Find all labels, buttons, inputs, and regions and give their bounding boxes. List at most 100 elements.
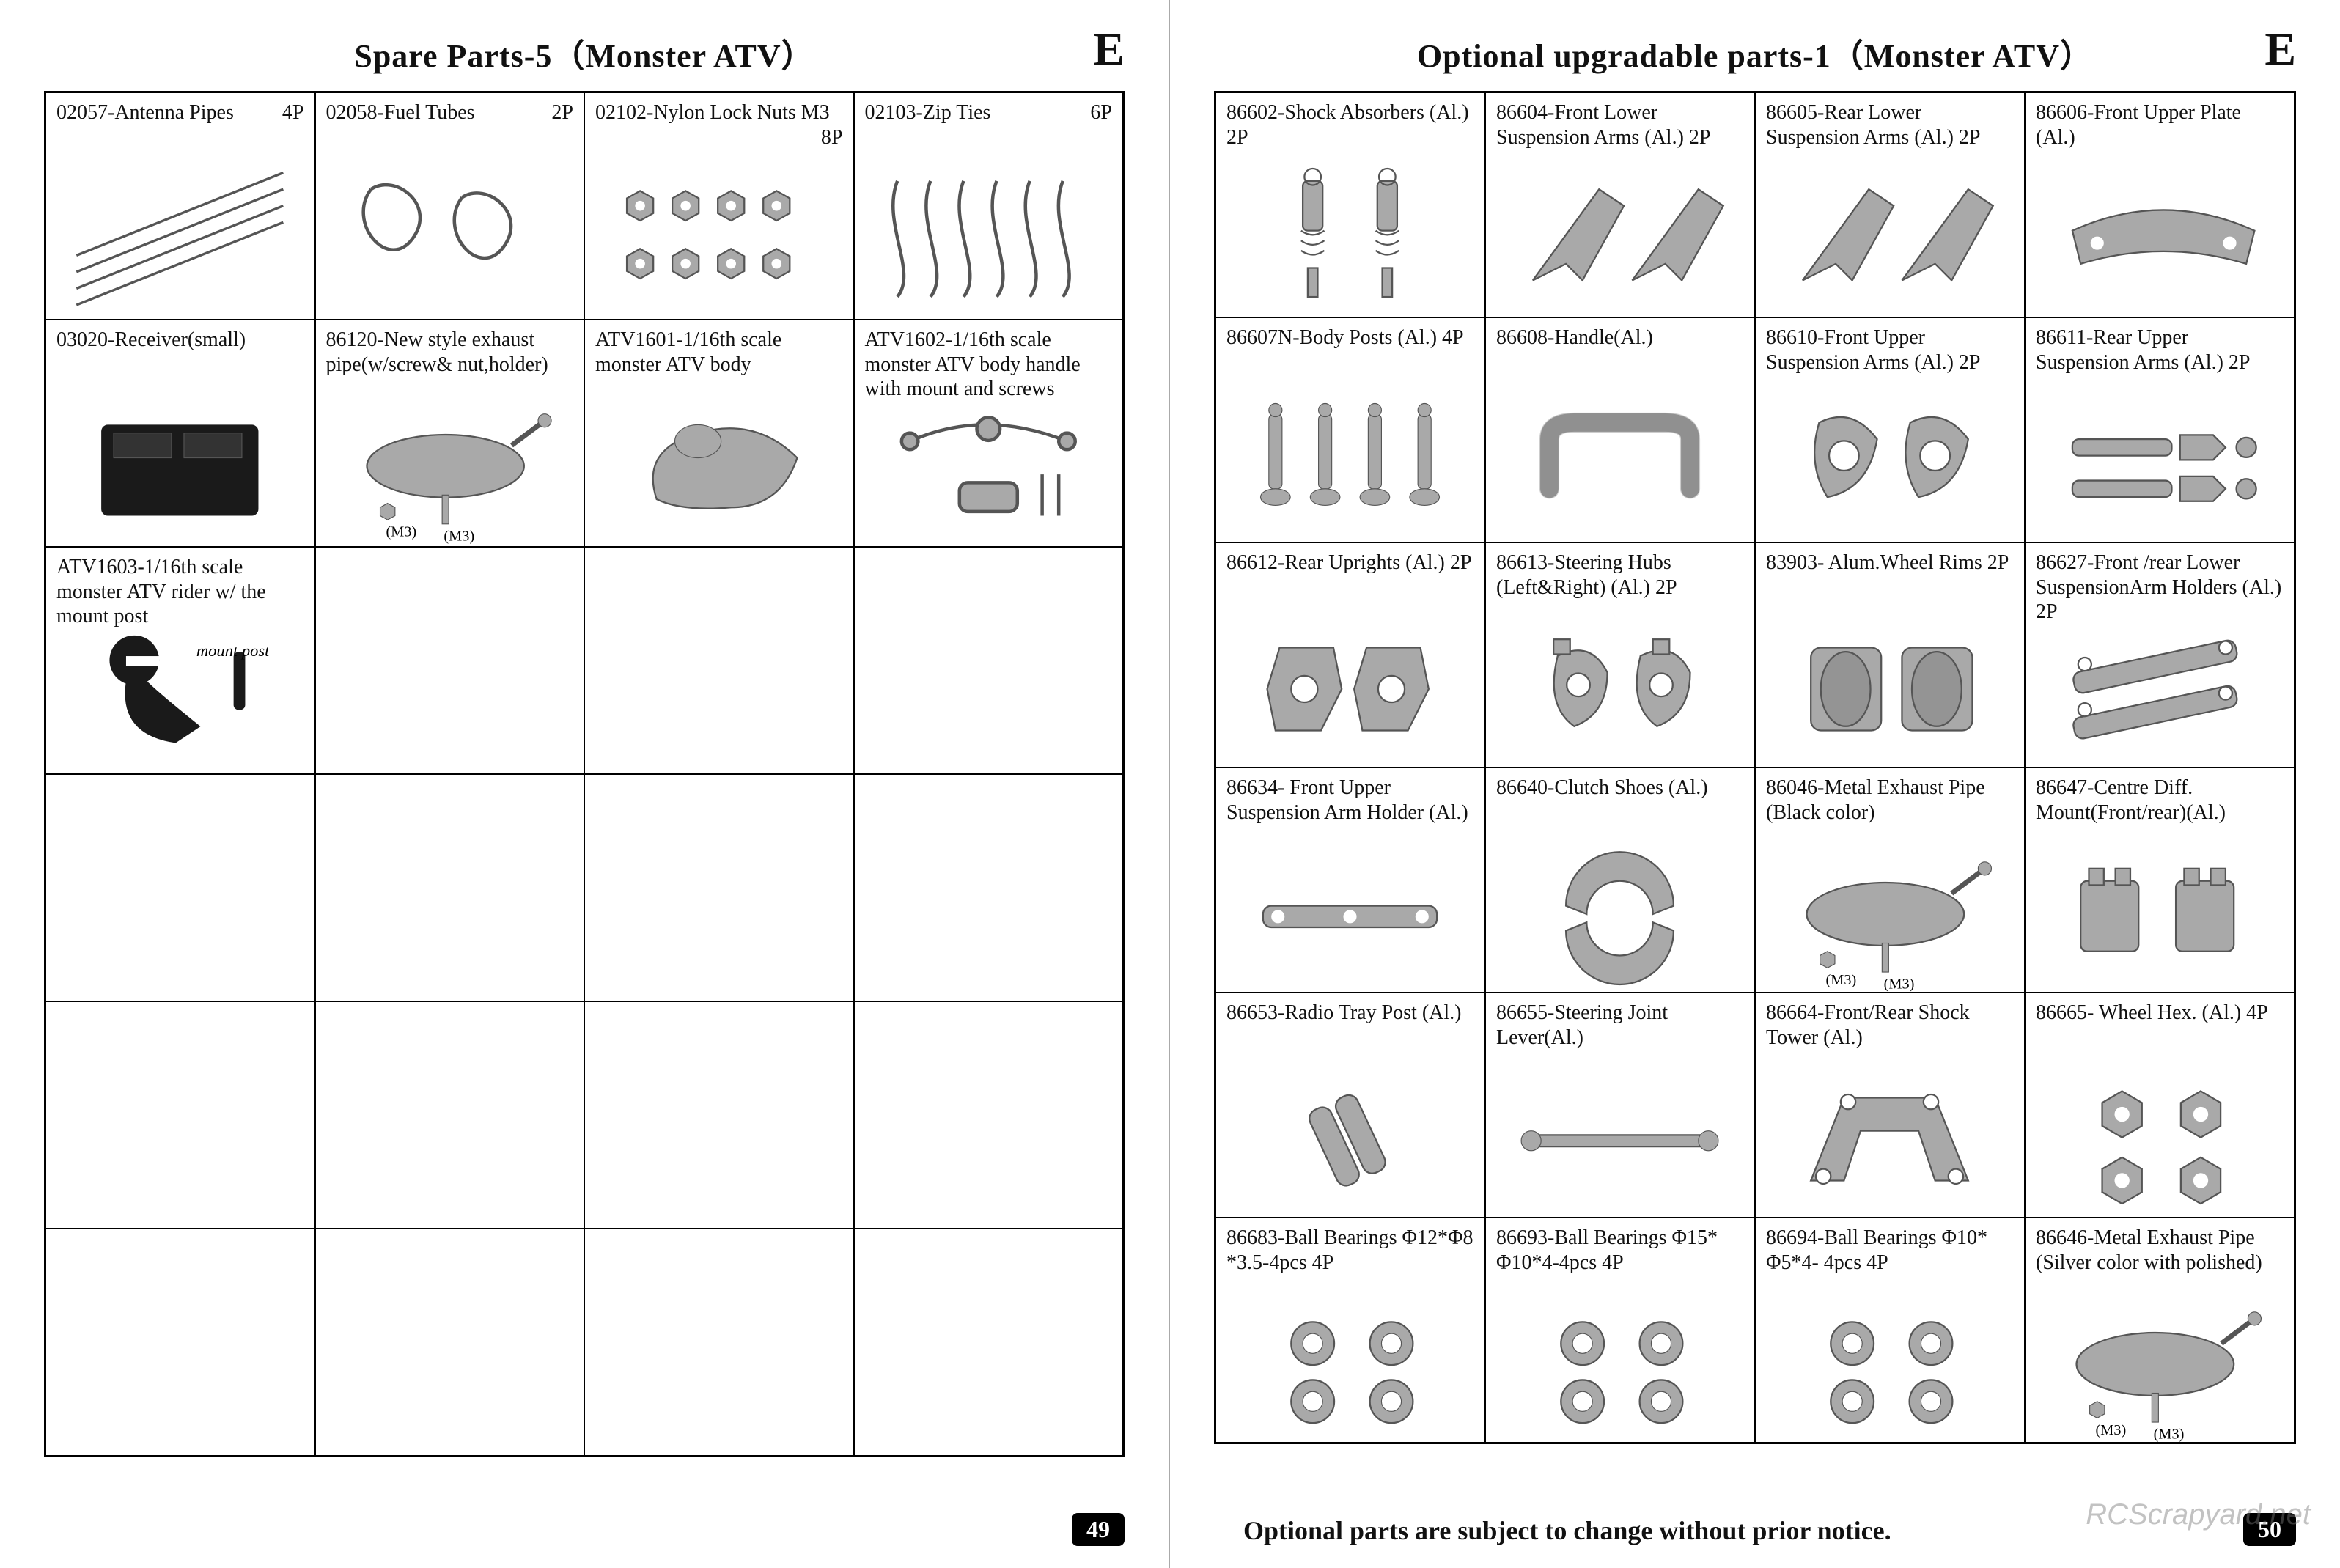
part-label: 86653-Radio Tray Post (Al.) bbox=[1226, 1001, 1474, 1052]
part-cell bbox=[854, 1229, 1124, 1456]
part-label bbox=[56, 1237, 304, 1288]
part-label bbox=[865, 782, 1113, 833]
blank-icon bbox=[338, 1292, 562, 1456]
page-title-right: Optional upgradable parts-1（Monster ATV） bbox=[1417, 29, 2093, 76]
part-cell bbox=[584, 547, 854, 774]
uprights-icon bbox=[1238, 606, 1462, 768]
nuts8-icon bbox=[607, 156, 831, 320]
part-image bbox=[1766, 377, 2014, 542]
part-label: 83903- Alum.Wheel Rims 2P bbox=[1766, 551, 2014, 602]
page-spread: Spare Parts-5（Monster ATV） E 02057-Anten… bbox=[0, 0, 2340, 1568]
part-image: mount post bbox=[56, 606, 304, 774]
part-cell bbox=[315, 774, 585, 1001]
part-label: 86602-Shock Absorbers (Al.) 2P bbox=[1226, 100, 1474, 152]
part-label: 86610-Front Upper Suspension Arms (Al.) … bbox=[1766, 325, 2014, 377]
part-label: 86605-Rear Lower Suspension Arms (Al.) 2… bbox=[1766, 100, 2014, 152]
part-cell: 86120-New style exhaust pipe(w/screw& nu… bbox=[315, 320, 585, 547]
bearings-icon bbox=[1238, 1281, 1462, 1443]
part-cell: 86647-Centre Diff. Mount(Front/rear)(Al.… bbox=[2025, 768, 2295, 993]
part-label: 02102-Nylon Lock Nuts M38P bbox=[595, 100, 843, 152]
rims-icon bbox=[1778, 606, 2001, 768]
blank-icon bbox=[877, 838, 1100, 1001]
part-label bbox=[865, 555, 1113, 606]
part-cell: 86046-Metal Exhaust Pipe (Black color) (… bbox=[1755, 768, 2025, 993]
part-image bbox=[2036, 377, 2284, 542]
part-label: 86683-Ball Bearings Φ12*Φ8 *3.5-4pcs 4P bbox=[1226, 1226, 1474, 1277]
hex4-icon bbox=[2048, 1056, 2271, 1218]
clutch-icon bbox=[1508, 831, 1732, 993]
part-cell bbox=[584, 1229, 854, 1456]
part-cell: 02057-Antenna Pipes4P bbox=[45, 92, 315, 320]
bearings-icon bbox=[1508, 1281, 1732, 1443]
part-cell: 86664-Front/Rear Shock Tower (Al.) bbox=[1755, 993, 2025, 1218]
part-image bbox=[326, 833, 574, 1001]
part-cell: 86613-Steering Hubs (Left&Right) (Al.) 2… bbox=[1485, 542, 1755, 768]
svg-text:mount post: mount post bbox=[196, 641, 270, 660]
part-image bbox=[1226, 152, 1474, 317]
part-image bbox=[865, 833, 1113, 1001]
page-title-left: Spare Parts-5（Monster ATV） bbox=[354, 29, 814, 76]
part-image bbox=[1766, 1052, 2014, 1218]
part-label: 86664-Front/Rear Shock Tower (Al.) bbox=[1766, 1001, 2014, 1052]
part-label: 86608-Handle(Al.) bbox=[1496, 325, 1744, 377]
blank-icon bbox=[338, 611, 562, 774]
part-label bbox=[326, 1237, 574, 1288]
blank-icon bbox=[68, 838, 292, 1001]
part-cell: 83903- Alum.Wheel Rims 2P bbox=[1755, 542, 2025, 768]
part-label: 02103-Zip Ties6P bbox=[865, 100, 1113, 152]
part-image bbox=[326, 1288, 574, 1456]
blank-icon bbox=[877, 611, 1100, 774]
part-cell: 86608-Handle(Al.) bbox=[1485, 317, 1755, 542]
part-cell: 86655-Steering Joint Lever(Al.) bbox=[1485, 993, 1755, 1218]
blank-icon bbox=[68, 1065, 292, 1229]
svg-text:(M3): (M3) bbox=[444, 528, 474, 544]
hubs-icon bbox=[1508, 606, 1732, 768]
lines-icon bbox=[68, 156, 292, 320]
parts-grid-right: 86602-Shock Absorbers (Al.) 2P 86604-Fro… bbox=[1214, 91, 2296, 1444]
part-image bbox=[1766, 152, 2014, 317]
alhandle-icon bbox=[1508, 381, 1732, 542]
part-label: 03020-Receiver(small) bbox=[56, 328, 304, 379]
lever-icon bbox=[1508, 1056, 1732, 1218]
part-image bbox=[2036, 152, 2284, 317]
shocks-icon bbox=[1238, 156, 1462, 317]
part-label: 86120-New style exhaust pipe(w/screw& nu… bbox=[326, 328, 574, 379]
svg-text:(M3): (M3) bbox=[386, 524, 416, 540]
page-number-left: 49 bbox=[1072, 1513, 1125, 1546]
part-label: ATV1603-1/16th scale monster ATV rider w… bbox=[56, 555, 304, 606]
plate-icon bbox=[2048, 156, 2271, 317]
part-cell: 86606-Front Upper Plate (Al.) bbox=[2025, 92, 2295, 317]
part-cell: 86604-Front Lower Suspension Arms (Al.) … bbox=[1485, 92, 1755, 317]
part-image bbox=[56, 1288, 304, 1456]
part-label: 86613-Steering Hubs (Left&Right) (Al.) 2… bbox=[1496, 551, 1744, 602]
bearings-icon bbox=[1778, 1281, 2001, 1443]
arms-icon bbox=[1778, 156, 2001, 317]
part-cell: 86653-Radio Tray Post (Al.) bbox=[1215, 993, 1485, 1218]
part-label: 86655-Steering Joint Lever(Al.) bbox=[1496, 1001, 1744, 1052]
part-image bbox=[595, 833, 843, 1001]
part-label: 86606-Front Upper Plate (Al.) bbox=[2036, 100, 2284, 152]
part-label: 86607N-Body Posts (Al.) 4P bbox=[1226, 325, 1474, 377]
part-label: 86612-Rear Uprights (Al.) 2P bbox=[1226, 551, 1474, 602]
part-cell: 86612-Rear Uprights (Al.) 2P bbox=[1215, 542, 1485, 768]
part-image: (M3) (M3) bbox=[2036, 1277, 2284, 1443]
svg-text:(M3): (M3) bbox=[2154, 1427, 2185, 1443]
part-label: 86611-Rear Upper Suspension Arms (Al.) 2… bbox=[2036, 325, 2284, 377]
part-cell bbox=[584, 1001, 854, 1229]
part-image bbox=[326, 1061, 574, 1229]
exhaust-icon: (M3) (M3) bbox=[338, 383, 562, 547]
part-image bbox=[2036, 602, 2284, 768]
part-label: ATV1601-1/16th scale monster ATV body bbox=[595, 328, 843, 379]
part-image bbox=[1226, 1052, 1474, 1218]
part-label bbox=[326, 782, 574, 833]
part-image bbox=[865, 1061, 1113, 1229]
handle-icon bbox=[877, 383, 1100, 547]
svg-text:(M3): (M3) bbox=[1826, 972, 1857, 988]
part-image bbox=[595, 152, 843, 320]
holder1-icon bbox=[1238, 831, 1462, 993]
blank-icon bbox=[607, 1065, 831, 1229]
part-cell: 86640-Clutch Shoes (Al.) bbox=[1485, 768, 1755, 993]
part-label bbox=[595, 1009, 843, 1061]
part-image bbox=[865, 152, 1113, 320]
part-label: 86627-Front /rear Lower SuspensionArm Ho… bbox=[2036, 551, 2284, 602]
